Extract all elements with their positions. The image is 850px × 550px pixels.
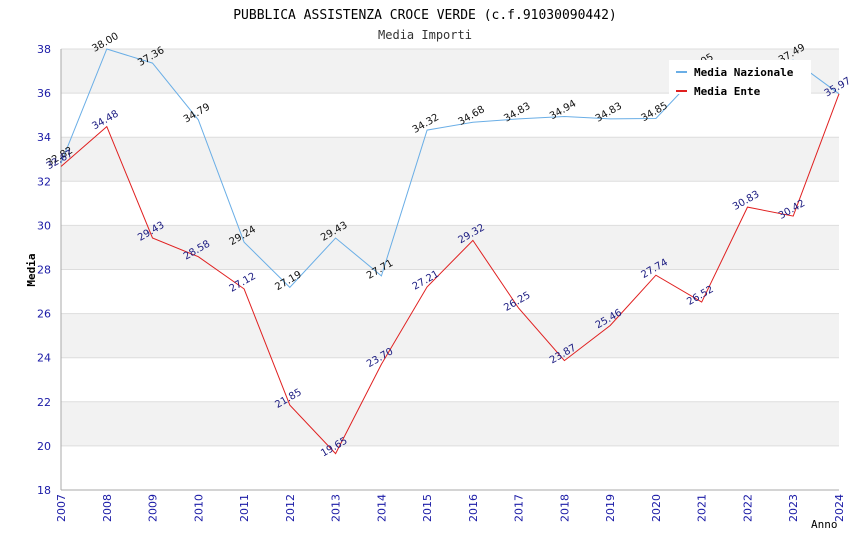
data-label: 34.83 (594, 101, 624, 125)
data-label: 26.25 (502, 290, 532, 314)
x-tick-label: 2021 (696, 494, 709, 522)
grid-band (61, 313, 839, 358)
data-label: 26.52 (685, 284, 715, 308)
x-axis-ticks: 2007 2008 2009 2010 2011 2012 2013 2014 2015 2016… (55, 494, 846, 522)
grid-bands (61, 48, 839, 447)
y-tick-label: 36 (37, 87, 51, 100)
y-tick-label: 38 (37, 43, 51, 56)
legend: Media Nazionale Media Ente (669, 60, 811, 98)
data-label: 27.19 (273, 269, 303, 293)
x-tick-label: 2022 (741, 494, 754, 522)
y-tick-label: 24 (37, 352, 51, 365)
y-axis-label: Media (25, 253, 38, 286)
data-label: 34.94 (548, 98, 578, 122)
data-label: 27.12 (228, 271, 258, 295)
y-tick-label: 30 (37, 219, 51, 232)
x-tick-label: 2007 (55, 494, 68, 522)
x-tick-label: 2011 (238, 494, 251, 522)
y-tick-label: 28 (37, 264, 51, 277)
grid-band (61, 401, 839, 446)
x-tick-label: 2013 (330, 494, 343, 522)
y-tick-label: 32 (37, 175, 51, 188)
x-tick-label: 2020 (650, 494, 663, 522)
series-line-media-ente (60, 93, 840, 455)
data-label: 34.68 (456, 104, 486, 128)
x-tick-label: 2017 (513, 494, 526, 522)
x-tick-label: 2024 (833, 494, 846, 522)
axes (60, 49, 839, 491)
x-tick-label: 2018 (558, 494, 571, 522)
x-tick-label: 2010 (192, 494, 205, 522)
chart-title: PUBBLICA ASSISTENZA CROCE VERDE (c.f.910… (233, 8, 617, 23)
data-label: 34.83 (502, 101, 532, 125)
x-tick-label: 2019 (604, 494, 617, 522)
x-tick-label: 2009 (147, 494, 160, 522)
x-axis-label: Anno (811, 518, 838, 531)
chart-subtitle: Media Importi (378, 28, 472, 42)
legend-box (669, 60, 811, 94)
legend-entry: Media Nazionale (694, 66, 794, 79)
x-tick-label: 2008 (101, 494, 114, 522)
x-tick-label: 2012 (284, 494, 297, 522)
y-tick-label: 22 (37, 396, 51, 409)
legend-entry: Media Ente (694, 85, 761, 98)
x-tick-label: 2023 (787, 494, 800, 522)
grid-band (61, 137, 839, 182)
data-label: 34.48 (90, 109, 120, 133)
x-tick-label: 2014 (375, 494, 388, 522)
y-tick-label: 26 (37, 308, 51, 321)
data-label: 30.42 (777, 198, 807, 222)
y-axis-ticks: 18 20 22 24 26 28 30 32 34 36 38 (37, 43, 51, 497)
grid-band (61, 225, 839, 270)
x-tick-label: 2016 (467, 494, 480, 522)
data-label: 34.85 (640, 100, 670, 124)
y-tick-label: 20 (37, 440, 51, 453)
y-tick-label: 18 (37, 484, 51, 497)
x-tick-label: 2015 (421, 494, 434, 522)
y-tick-label: 34 (37, 131, 51, 144)
